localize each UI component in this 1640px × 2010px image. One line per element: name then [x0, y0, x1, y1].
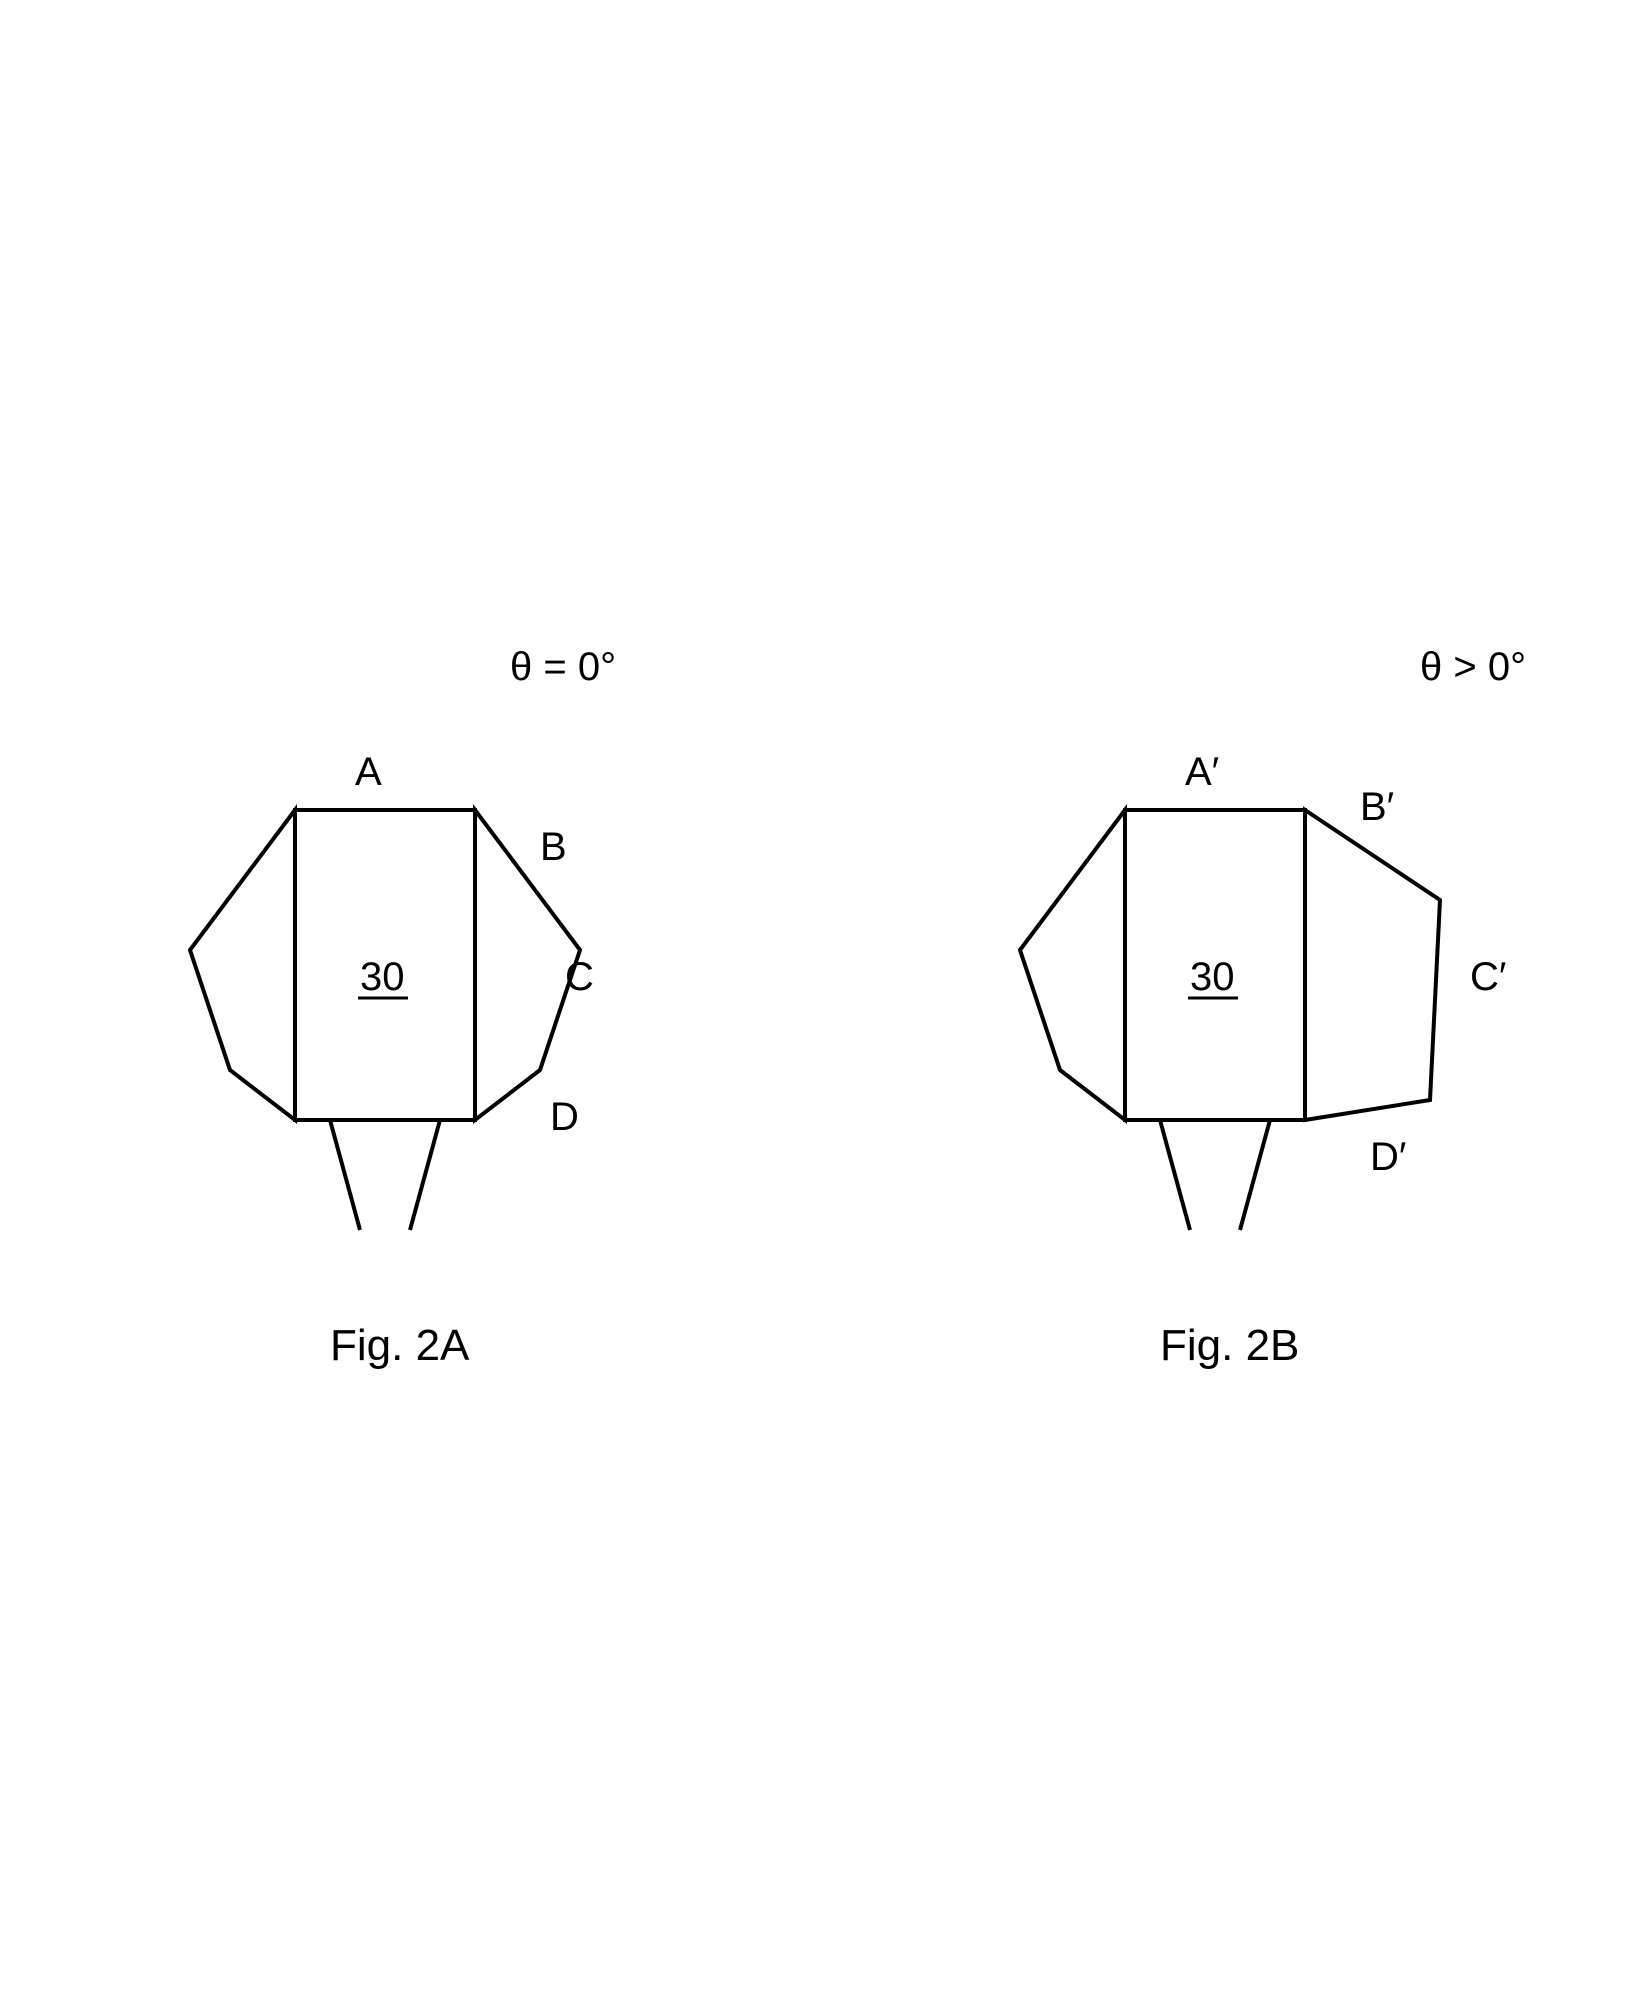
tail-left-2b [1160, 1120, 1190, 1230]
label-B-2a: B [540, 825, 567, 869]
caption-2a: Fig. 2A [330, 1321, 470, 1370]
tail-right-2a [410, 1120, 440, 1230]
label-C-2b: C′ [1470, 955, 1506, 999]
left-wing-2b [1020, 810, 1125, 1120]
ref-num-2a: 30 [360, 955, 405, 999]
label-D-2b: D′ [1370, 1135, 1406, 1179]
label-D-2a: D [550, 1095, 579, 1139]
label-A-2a: A [355, 750, 382, 794]
theta-label-2b: θ > 0° [1420, 645, 1526, 689]
figure-2a: θ = 0° A B C D 30 Fig. 2A [190, 645, 616, 1370]
tail-right-2b [1240, 1120, 1270, 1230]
left-wing-2a [190, 810, 295, 1120]
label-C-2a: C [565, 955, 594, 999]
ref-num-2b: 30 [1190, 955, 1235, 999]
theta-label-2a: θ = 0° [510, 645, 616, 689]
right-wing-2b [1305, 810, 1440, 1120]
label-A-2b: A′ [1185, 750, 1219, 794]
label-B-2b: B′ [1360, 785, 1394, 829]
figure-2b: θ > 0° A′ B′ C′ D′ 30 Fig. 2B [1020, 645, 1526, 1370]
page-svg: θ = 0° A B C D 30 Fig. 2A θ > 0° A′ [0, 0, 1640, 2010]
tail-left-2a [330, 1120, 360, 1230]
caption-2b: Fig. 2B [1160, 1321, 1299, 1370]
